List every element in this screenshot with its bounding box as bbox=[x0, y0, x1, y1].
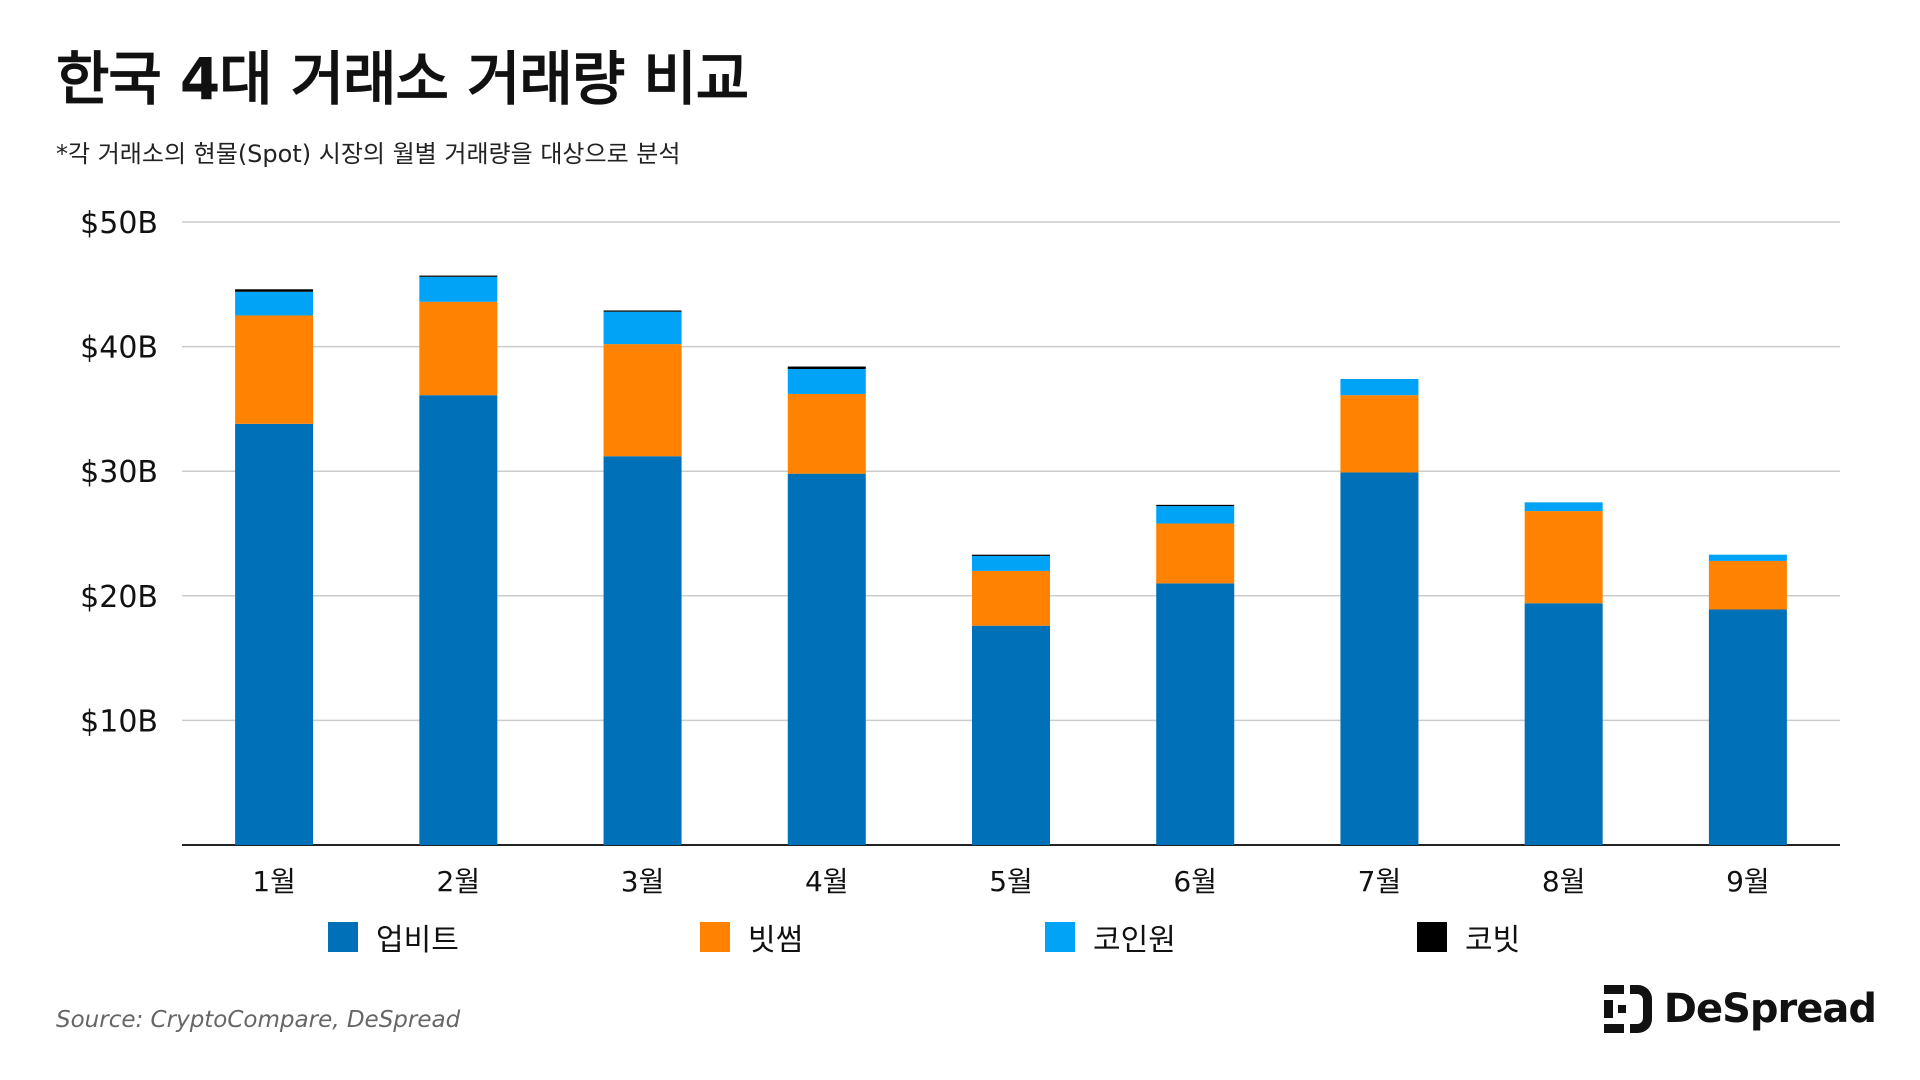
bar-coinone bbox=[603, 311, 682, 345]
bar-korbit bbox=[1156, 504, 1235, 507]
legend-item-korbit: 코빗 bbox=[1417, 915, 1520, 959]
x-tick-label: 7월 bbox=[1358, 865, 1402, 898]
legend-label-upbit: 업비트 bbox=[376, 923, 459, 958]
despread-logo: DeSpread bbox=[1603, 985, 1877, 1033]
bar-coinone bbox=[972, 555, 1050, 571]
chart-subtitle: *각 거래소의 현물(Spot) 시장의 월별 거래량을 대상으로 분석 bbox=[56, 140, 681, 168]
legend-label-coinone: 코인원 bbox=[1093, 923, 1176, 958]
legend-item-upbit: 업비트 bbox=[328, 915, 459, 959]
x-tick-label: 9월 bbox=[1726, 865, 1770, 898]
bar-korbit bbox=[787, 366, 866, 370]
bar-upbit bbox=[235, 423, 314, 845]
despread-logo-icon bbox=[1603, 985, 1652, 1033]
bar-korbit bbox=[235, 289, 314, 292]
y-tick-label: $10B bbox=[80, 704, 158, 739]
legend-swatch-korbit bbox=[1417, 922, 1447, 952]
logo-text: DeSpread bbox=[1663, 986, 1877, 1032]
legend-label-bithumb: 빗썸 bbox=[748, 923, 804, 958]
bar-coinone bbox=[787, 369, 866, 394]
bar-korbit bbox=[972, 554, 1050, 556]
bar-upbit bbox=[1156, 583, 1235, 845]
legend-swatch-upbit bbox=[328, 922, 358, 952]
bar-upbit bbox=[1708, 609, 1787, 845]
bar-bithumb bbox=[603, 344, 682, 457]
chart-legend: 업비트 빗썸 코인원 코빗 bbox=[0, 915, 1920, 963]
bar-bithumb bbox=[1708, 560, 1787, 610]
bar-bithumb bbox=[235, 315, 314, 424]
bar-korbit bbox=[419, 275, 498, 277]
bar-coinone bbox=[1524, 502, 1603, 512]
y-tick-label: $50B bbox=[80, 206, 158, 241]
bar-bithumb bbox=[1156, 523, 1235, 584]
bar-upbit bbox=[1340, 472, 1419, 845]
y-tick-label: $20B bbox=[80, 580, 158, 615]
x-tick-label: 2월 bbox=[437, 865, 481, 898]
bar-bithumb bbox=[419, 301, 498, 396]
bar-coinone bbox=[235, 291, 314, 316]
bar-upbit bbox=[787, 473, 866, 845]
legend-item-bithumb: 빗썸 bbox=[700, 915, 803, 959]
x-tick-label: 4월 bbox=[805, 865, 849, 898]
bar-coinone bbox=[1156, 506, 1235, 524]
y-tick-label: $30B bbox=[80, 455, 158, 490]
bar-korbit bbox=[603, 310, 682, 312]
legend-label-korbit: 코빗 bbox=[1465, 923, 1521, 958]
bar-bithumb bbox=[972, 570, 1050, 626]
legend-swatch-coinone bbox=[1045, 922, 1075, 952]
x-tick-label: 5월 bbox=[989, 865, 1033, 898]
chart-title: 한국 4대 거래소 거래량 비교 bbox=[56, 45, 749, 113]
x-tick-label: 8월 bbox=[1542, 865, 1586, 898]
bar-coinone bbox=[1340, 378, 1419, 396]
bar-upbit bbox=[603, 456, 682, 845]
bar-bithumb bbox=[1524, 511, 1603, 604]
bar-coinone bbox=[1708, 554, 1787, 561]
source-note: Source: CryptoCompare, DeSpread bbox=[56, 1007, 461, 1033]
y-tick-label: $40B bbox=[80, 331, 158, 366]
bar-bithumb bbox=[1340, 395, 1419, 473]
bar-upbit bbox=[1524, 603, 1603, 845]
bar-upbit bbox=[972, 625, 1050, 845]
x-tick-label: 6월 bbox=[1173, 865, 1217, 898]
legend-item-coinone: 코인원 bbox=[1045, 915, 1176, 959]
x-tick-label: 1월 bbox=[252, 865, 296, 898]
bar-upbit bbox=[419, 395, 498, 845]
bar-bithumb bbox=[787, 393, 866, 474]
legend-swatch-bithumb bbox=[700, 922, 730, 952]
stacked-bar-chart: $10B $20B $30B $40B $50B 1월 2월 3월 4월 5월 6월 7월 8월 9월 bbox=[80, 206, 1840, 898]
bar-coinone bbox=[419, 276, 498, 302]
x-tick-label: 3월 bbox=[621, 865, 665, 898]
